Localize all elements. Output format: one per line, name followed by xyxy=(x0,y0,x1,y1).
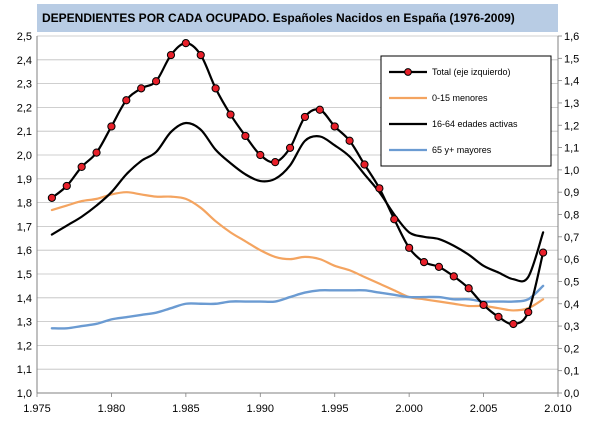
y-right-tick-label: 1,0 xyxy=(564,165,579,177)
y-left-tick-label: 1,2 xyxy=(17,340,32,352)
y-right-tick-label: 1,3 xyxy=(564,98,579,110)
legend-label-activas: 16-64 edades activas xyxy=(432,119,518,129)
y-left-tick-label: 2,5 xyxy=(17,31,32,43)
data-point-total xyxy=(211,84,220,93)
data-point-total xyxy=(181,39,190,48)
y-left-tick-label: 2,1 xyxy=(17,126,32,138)
y-left-tick-label: 1,5 xyxy=(17,269,32,281)
y-left-tick-label: 1,1 xyxy=(17,364,32,376)
x-tick-label: 1.990 xyxy=(247,403,275,415)
y-left-tick-label: 1,6 xyxy=(17,245,32,257)
y-left-tick-label: 2,0 xyxy=(17,150,32,162)
data-point-total xyxy=(92,148,101,157)
x-tick-label: 2.005 xyxy=(470,403,498,415)
data-point-total xyxy=(360,160,369,169)
y-right-tick-label: 1,5 xyxy=(564,53,579,65)
data-point-total xyxy=(509,319,518,329)
chart-title-background xyxy=(37,4,558,32)
data-point-total xyxy=(166,50,176,60)
y-right-tick-label: 0,5 xyxy=(564,276,579,288)
data-point-total xyxy=(315,105,324,114)
x-tick-label: 1.995 xyxy=(321,403,349,415)
y-right-tick-label: 1,1 xyxy=(564,143,579,155)
data-point-total xyxy=(405,243,414,252)
data-point-total xyxy=(151,77,161,86)
y-left-tick-label: 1,4 xyxy=(17,293,32,305)
y-right-tick-label: 0,8 xyxy=(564,210,579,222)
y-left-tick-label: 2,2 xyxy=(17,102,32,114)
data-point-total xyxy=(137,84,146,93)
y-right-tick-label: 0,0 xyxy=(564,388,579,400)
data-point-total xyxy=(539,248,548,257)
data-point-total xyxy=(241,131,250,141)
y-left-tick-label: 2,3 xyxy=(17,79,32,91)
legend-label-menores: 0-15 menores xyxy=(432,93,488,103)
y-right-tick-label: 0,2 xyxy=(564,343,579,355)
x-tick-label: 1.980 xyxy=(98,403,126,415)
data-point-total xyxy=(345,136,354,145)
x-tick-label: 1.985 xyxy=(172,403,200,415)
data-point-total xyxy=(62,181,71,191)
data-point-total xyxy=(256,150,265,160)
x-tick-label: 2.010 xyxy=(544,403,572,415)
y-right-tick-label: 0,1 xyxy=(564,366,579,378)
x-tick-label: 1.975 xyxy=(23,403,51,415)
axes: 1,0 1,1 1,2 1,3 1,4 1,5 1,6 1,7 1,8 1,9 2,0 2,1 2,2 2… xyxy=(17,31,580,415)
legend-marker-total xyxy=(404,68,412,76)
data-point-total xyxy=(524,307,533,317)
y-left-tick-label: 1,7 xyxy=(17,221,32,233)
legend-label-mayores: 65 y+ mayores xyxy=(432,145,492,155)
series-line-activas xyxy=(50,121,545,283)
data-point-total xyxy=(122,96,131,105)
x-tick-label: 2.000 xyxy=(395,403,423,415)
data-point-total xyxy=(285,143,295,152)
legend-label-total: Total (eje izquierdo) xyxy=(432,67,511,77)
data-point-total xyxy=(300,112,310,122)
y-right-tick-label: 1,6 xyxy=(564,31,579,43)
y-left-tick-label: 1,0 xyxy=(17,388,32,400)
data-point-total xyxy=(375,184,384,193)
data-point-total xyxy=(494,312,503,321)
data-point-total xyxy=(434,262,444,271)
series-line-menores xyxy=(50,191,545,312)
y-left-tick-label: 2,4 xyxy=(17,55,32,67)
y-right-tick-label: 0,3 xyxy=(564,321,579,333)
y-right-tick-label: 1,2 xyxy=(564,120,579,132)
data-point-total xyxy=(77,162,86,171)
chart-title-box: DEPENDIENTES POR CADA OCUPADO. Españoles… xyxy=(37,4,558,32)
data-point-total xyxy=(390,215,399,224)
y-right-tick-label: 0,4 xyxy=(564,299,579,311)
data-point-total xyxy=(419,258,429,267)
chart-title: DEPENDIENTES POR CADA OCUPADO. Españoles… xyxy=(42,11,515,25)
data-point-total xyxy=(330,122,339,131)
data-point-total xyxy=(47,193,56,202)
y-right-tick-label: 1,4 xyxy=(564,76,579,88)
y-right-tick-label: 0,6 xyxy=(564,254,579,266)
y-right-tick-label: 0,7 xyxy=(564,232,579,244)
y-left-tick-label: 1,9 xyxy=(17,174,32,186)
y-right-tick-label: 0,9 xyxy=(564,187,579,199)
data-point-total xyxy=(107,122,116,131)
legend: Total (eje izquierdo) 0-15 menores 16-64 e… xyxy=(380,55,552,167)
y-left-tick-label: 1,3 xyxy=(17,317,32,329)
series-line-mayores xyxy=(50,284,545,330)
data-point-total xyxy=(226,110,235,119)
data-point-total xyxy=(479,300,488,310)
series-line-total xyxy=(50,42,545,326)
series-group xyxy=(47,39,548,330)
y-left-tick-label: 1,8 xyxy=(17,198,32,210)
data-point-total xyxy=(271,158,280,167)
data-point-total xyxy=(449,272,458,281)
data-point-total xyxy=(464,284,473,293)
data-point-total xyxy=(196,50,205,60)
